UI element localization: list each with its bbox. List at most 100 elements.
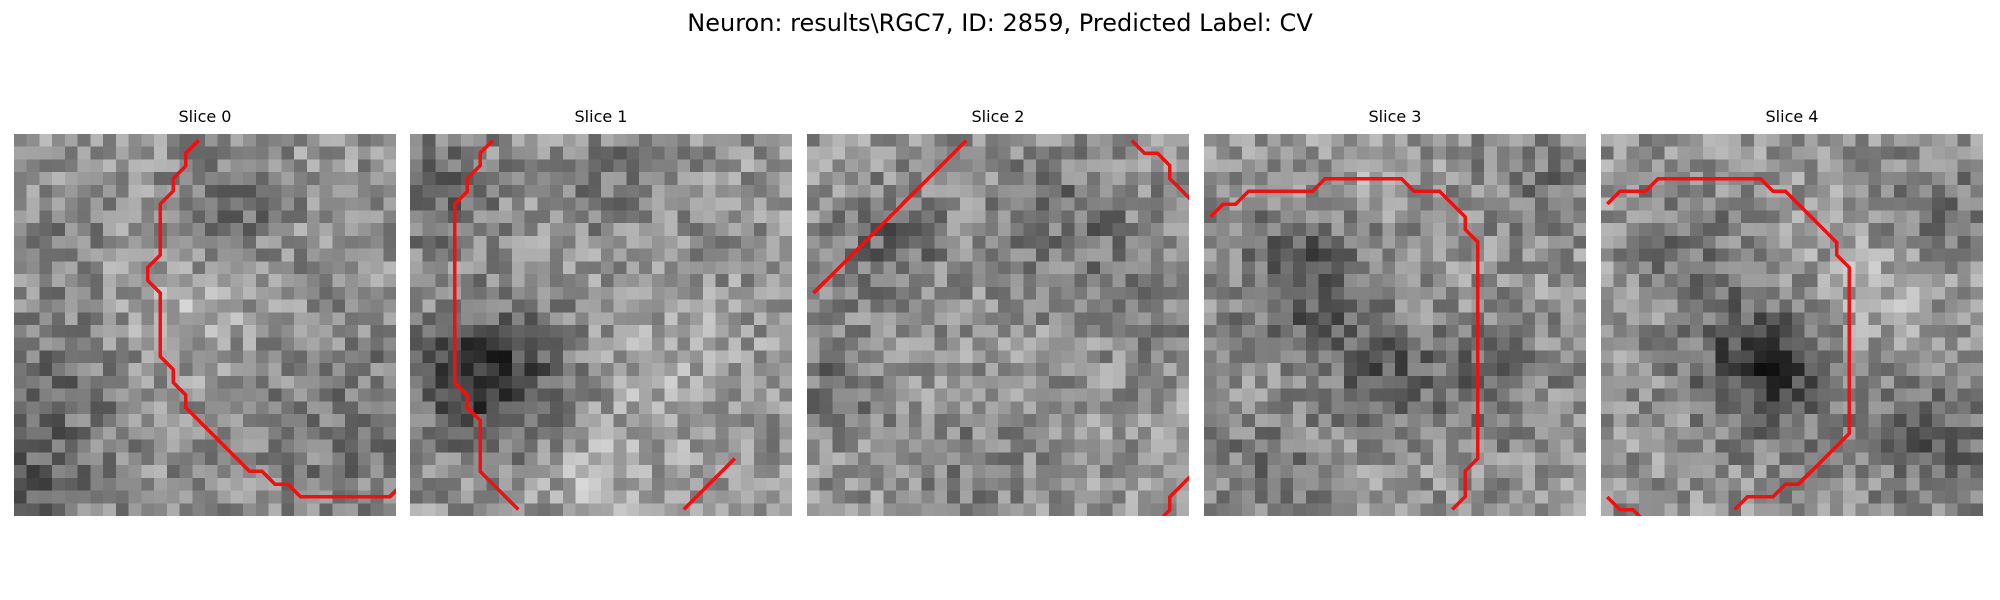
pixel [1280, 375, 1294, 389]
pixel [1573, 465, 1586, 479]
pixel [562, 426, 576, 440]
pixel [715, 286, 729, 300]
pixel [1099, 274, 1113, 288]
pixel [1690, 375, 1704, 389]
pixel [1573, 388, 1586, 402]
pixel [947, 465, 961, 479]
pixel [1382, 274, 1396, 288]
pixel [1125, 223, 1139, 237]
pixel [103, 350, 117, 364]
pixel [1036, 439, 1050, 453]
pixel [217, 235, 231, 249]
pixel [1318, 388, 1332, 402]
pixel [575, 172, 589, 186]
pixel [1087, 210, 1101, 224]
pixel [1138, 375, 1152, 389]
pixel [1458, 286, 1472, 300]
pixel [192, 439, 206, 453]
pixel [1407, 312, 1421, 326]
pixel [1280, 172, 1294, 186]
pixel [857, 172, 871, 186]
pixel [294, 159, 308, 173]
pixel [1267, 414, 1281, 428]
pixel [1074, 274, 1088, 288]
pixel [972, 172, 986, 186]
pixel [1023, 159, 1037, 173]
pixel [1204, 274, 1217, 288]
pixel [613, 172, 627, 186]
pixel [741, 439, 755, 453]
pixel [1741, 197, 1755, 211]
pixel [741, 503, 755, 516]
pixel [1702, 134, 1716, 147]
pixel [998, 210, 1011, 224]
pixel [14, 465, 27, 479]
pixel [1919, 146, 1933, 160]
pixel [1702, 184, 1716, 198]
pixel [64, 388, 78, 402]
pixel [1074, 286, 1088, 300]
pixel [947, 401, 961, 415]
pixel [819, 401, 833, 415]
pixel [90, 503, 104, 516]
pixel [345, 414, 359, 428]
pixel [728, 312, 742, 326]
pixel [1842, 235, 1856, 249]
pixel [1715, 274, 1729, 288]
pixel [779, 134, 792, 147]
pixel [460, 375, 474, 389]
pixel [766, 426, 780, 440]
pixel [998, 490, 1011, 504]
pixel [1445, 477, 1459, 491]
pixel [319, 312, 333, 326]
pixel [281, 414, 295, 428]
pixel [1677, 235, 1691, 249]
pixel [1804, 325, 1818, 338]
pixel [1613, 452, 1627, 466]
pixel [217, 184, 231, 198]
pixel [690, 286, 704, 300]
pixel [1766, 401, 1780, 415]
pixel [1458, 299, 1472, 313]
pixel [319, 363, 333, 377]
pixel [205, 490, 218, 504]
pixel [626, 210, 640, 224]
pixel [1318, 184, 1332, 198]
pixel [690, 350, 704, 364]
pixel [1458, 197, 1472, 211]
pixel [166, 312, 180, 326]
pixel [1728, 235, 1742, 249]
pixel [1560, 134, 1574, 147]
pixel [1099, 134, 1113, 147]
pixel [1817, 134, 1831, 147]
pixel [1509, 184, 1523, 198]
pixel [1547, 299, 1561, 313]
pixel [1293, 197, 1307, 211]
pixel [1010, 414, 1024, 428]
pixel [345, 388, 359, 402]
pixel [1868, 414, 1882, 428]
pixel [908, 172, 922, 186]
pixel [1792, 465, 1805, 479]
pixel [1702, 274, 1716, 288]
pixel [141, 146, 155, 160]
pixel [1395, 159, 1408, 173]
pixel [1074, 337, 1088, 351]
pixel [1254, 261, 1268, 275]
pixel [1112, 134, 1126, 147]
pixel [741, 210, 755, 224]
pixel [1242, 286, 1256, 300]
pixel [1061, 159, 1075, 173]
pixel [1893, 414, 1907, 428]
pixel [1753, 248, 1767, 262]
pixel [1944, 210, 1958, 224]
pixel [575, 248, 589, 262]
pixel [14, 426, 27, 440]
pixel [857, 477, 871, 491]
pixel [230, 274, 244, 288]
pixel [807, 197, 820, 211]
pixel [383, 439, 396, 453]
pixel [1395, 299, 1408, 313]
pixel [435, 235, 449, 249]
pixel [1023, 286, 1037, 300]
